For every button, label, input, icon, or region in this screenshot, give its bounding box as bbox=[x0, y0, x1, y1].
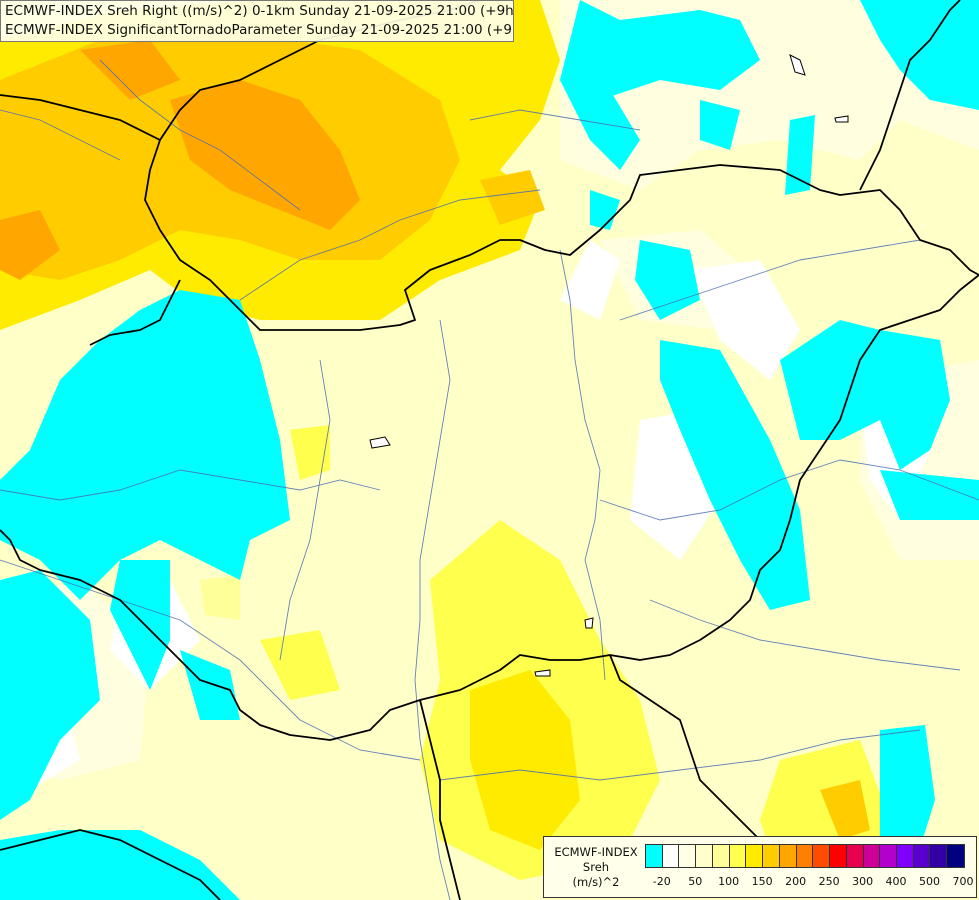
legend-swatch bbox=[863, 845, 881, 867]
legend-swatch bbox=[830, 845, 847, 867]
legend-swatch bbox=[696, 845, 713, 867]
legend-tick-label: 500 bbox=[919, 875, 941, 888]
legend-swatch bbox=[662, 845, 680, 867]
legend-swatch bbox=[646, 845, 663, 867]
legend-color-bar bbox=[645, 844, 965, 868]
legend-swatch bbox=[947, 845, 964, 867]
legend-tick-label: 400 bbox=[885, 875, 907, 888]
legend-title-line-3: (m/s)^2 bbox=[572, 875, 620, 889]
map-title-line-2: ECMWF-INDEX SignificantTornadoParameter … bbox=[5, 22, 514, 38]
legend-swatch bbox=[712, 845, 730, 867]
high-sreh-region bbox=[0, 0, 560, 330]
legend-tick-label: 150 bbox=[751, 875, 773, 888]
legend-swatch bbox=[779, 845, 797, 867]
legend-tick-label: 100 bbox=[718, 875, 740, 888]
map-title-line-1: ECMWF-INDEX Sreh Right ((m/s)^2) 0-1km S… bbox=[5, 3, 514, 19]
legend-tick-label: 700 bbox=[952, 875, 974, 888]
legend-title-line-2: Sreh bbox=[582, 860, 610, 874]
legend-tick-label: 300 bbox=[852, 875, 874, 888]
legend-swatch bbox=[729, 845, 747, 867]
legend-swatch bbox=[930, 845, 948, 867]
legend-tick-label: 50 bbox=[688, 875, 703, 888]
legend-title: ECMWF-INDEX Sreh (m/s)^2 bbox=[546, 845, 646, 890]
legend-title-line-1: ECMWF-INDEX bbox=[554, 845, 638, 859]
lakes bbox=[369, 54, 849, 677]
legend-swatch bbox=[897, 845, 914, 867]
legend-swatch bbox=[880, 845, 898, 867]
legend-swatch bbox=[796, 845, 814, 867]
legend-swatch bbox=[746, 845, 764, 867]
legend-ticks: -20 50 100 150 200 250 300 400 500 700 bbox=[645, 875, 974, 889]
rivers bbox=[0, 59, 979, 900]
legend-swatch bbox=[846, 845, 864, 867]
legend-swatch bbox=[813, 845, 831, 867]
legend-tick-label: 250 bbox=[818, 875, 840, 888]
legend-tick-label: 200 bbox=[785, 875, 807, 888]
map-title-box: ECMWF-INDEX Sreh Right ((m/s)^2) 0-1km S… bbox=[0, 0, 514, 42]
legend-swatch bbox=[913, 845, 931, 867]
legend-tick-label: -20 bbox=[652, 875, 671, 888]
color-legend: ECMWF-INDEX Sreh (m/s)^2 -20 50 100 150 200 2… bbox=[543, 836, 977, 898]
legend-swatch bbox=[679, 845, 697, 867]
legend-swatch bbox=[763, 845, 780, 867]
